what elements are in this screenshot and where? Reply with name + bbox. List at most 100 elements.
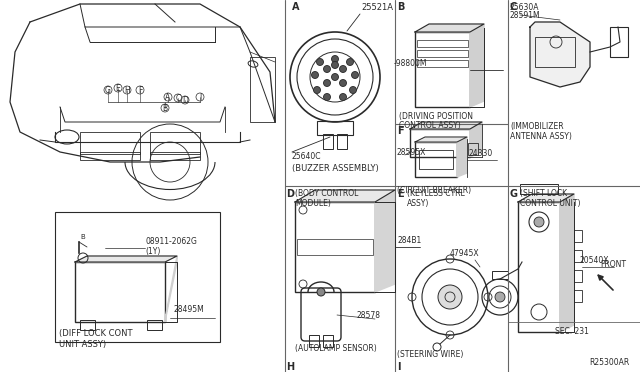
Text: F: F [397, 126, 404, 136]
Text: D: D [182, 96, 188, 105]
Bar [574, 270, 582, 282]
Text: (AUTOLAMP SENSOR): (AUTOLAMP SENSOR) [295, 344, 377, 353]
Text: (IMMOBILIZER: (IMMOBILIZER [510, 122, 564, 131]
Bar [317, 121, 353, 135]
Text: 28591M: 28591M [510, 11, 541, 20]
Text: (STEERING WIRE): (STEERING WIRE) [397, 350, 463, 359]
Bar [250, 57, 275, 122]
Text: A: A [292, 2, 300, 12]
Text: 28495M: 28495M [173, 305, 204, 314]
Text: B: B [163, 103, 168, 112]
Text: (KEYLESS CTRL: (KEYLESS CTRL [407, 189, 465, 198]
Text: CONTROL ASSY): CONTROL ASSY) [399, 121, 461, 130]
Text: D: D [286, 189, 294, 199]
Polygon shape [415, 137, 467, 142]
Bar [295, 202, 375, 292]
Bar [150, 152, 200, 160]
Bar [417, 50, 468, 57]
Polygon shape [165, 256, 177, 322]
Circle shape [323, 93, 330, 100]
Text: (SHIFT LOCK: (SHIFT LOCK [520, 189, 567, 198]
Text: (DIFF LOCK CONT: (DIFF LOCK CONT [59, 329, 132, 338]
Text: 25640C: 25640C [292, 152, 321, 161]
Circle shape [312, 71, 319, 78]
Text: (DRIVING POSITION: (DRIVING POSITION [399, 112, 473, 121]
Text: I: I [199, 93, 201, 102]
Text: UNIT ASSY): UNIT ASSY) [59, 340, 106, 349]
Bar [323, 134, 333, 149]
Text: (1Y): (1Y) [145, 247, 161, 256]
Text: H: H [124, 86, 130, 94]
Text: MODULE): MODULE) [295, 199, 331, 208]
Circle shape [332, 61, 339, 68]
Circle shape [346, 58, 353, 65]
Polygon shape [470, 122, 482, 157]
Bar [417, 60, 468, 67]
Text: G: G [510, 189, 518, 199]
Bar [610, 27, 628, 57]
Text: (BUZZER ASSEMBLY): (BUZZER ASSEMBLY) [292, 164, 379, 173]
Bar [574, 230, 582, 242]
Circle shape [349, 87, 356, 93]
Polygon shape [560, 194, 574, 332]
Circle shape [323, 65, 330, 73]
Bar [574, 290, 582, 302]
Text: 47945X: 47945X [450, 249, 479, 258]
Bar [80, 152, 140, 160]
Bar [574, 250, 582, 262]
Bar [419, 150, 453, 169]
Bar [410, 129, 470, 157]
Polygon shape [415, 24, 484, 32]
Polygon shape [518, 194, 574, 202]
Bar [417, 40, 468, 47]
Text: (BODY CONTROL: (BODY CONTROL [295, 189, 358, 198]
Circle shape [332, 74, 339, 80]
Text: E: E [116, 83, 120, 93]
Text: 24330: 24330 [469, 149, 493, 158]
Text: H: H [286, 362, 294, 372]
Text: -98800M: -98800M [394, 59, 428, 68]
Bar [80, 320, 95, 330]
Text: 25630A: 25630A [510, 3, 540, 12]
Bar [55, 212, 220, 342]
Text: 28578: 28578 [357, 311, 381, 320]
Text: ASSY): ASSY) [407, 199, 429, 208]
Text: 20540X: 20540X [580, 256, 609, 265]
Polygon shape [470, 24, 484, 107]
Text: A: A [165, 93, 171, 102]
Polygon shape [75, 256, 177, 262]
Bar [492, 271, 508, 279]
Text: G: G [105, 86, 111, 94]
Circle shape [351, 71, 358, 78]
Bar [80, 132, 140, 154]
Polygon shape [530, 22, 590, 87]
Circle shape [438, 285, 462, 309]
Text: E: E [397, 189, 404, 199]
Bar [520, 184, 558, 194]
Text: ANTENNA ASSY): ANTENNA ASSY) [510, 132, 572, 141]
Text: B: B [397, 2, 404, 12]
Bar [415, 142, 457, 177]
Text: F: F [138, 86, 142, 94]
Text: B: B [81, 234, 85, 240]
Polygon shape [295, 190, 395, 202]
Circle shape [317, 288, 325, 296]
Bar [309, 335, 319, 347]
Circle shape [332, 55, 339, 62]
Bar [518, 202, 560, 332]
Circle shape [339, 65, 346, 73]
Text: 08911-2062G: 08911-2062G [145, 237, 197, 246]
Text: C: C [175, 93, 180, 103]
Polygon shape [375, 190, 395, 292]
Circle shape [317, 58, 323, 65]
Bar [297, 239, 373, 255]
Circle shape [339, 80, 346, 87]
Bar [415, 32, 470, 107]
Bar [337, 134, 347, 149]
Bar [75, 262, 165, 322]
Bar [147, 320, 162, 330]
Circle shape [323, 80, 330, 87]
Bar [323, 335, 333, 347]
Text: I: I [397, 362, 401, 372]
Polygon shape [410, 122, 482, 129]
